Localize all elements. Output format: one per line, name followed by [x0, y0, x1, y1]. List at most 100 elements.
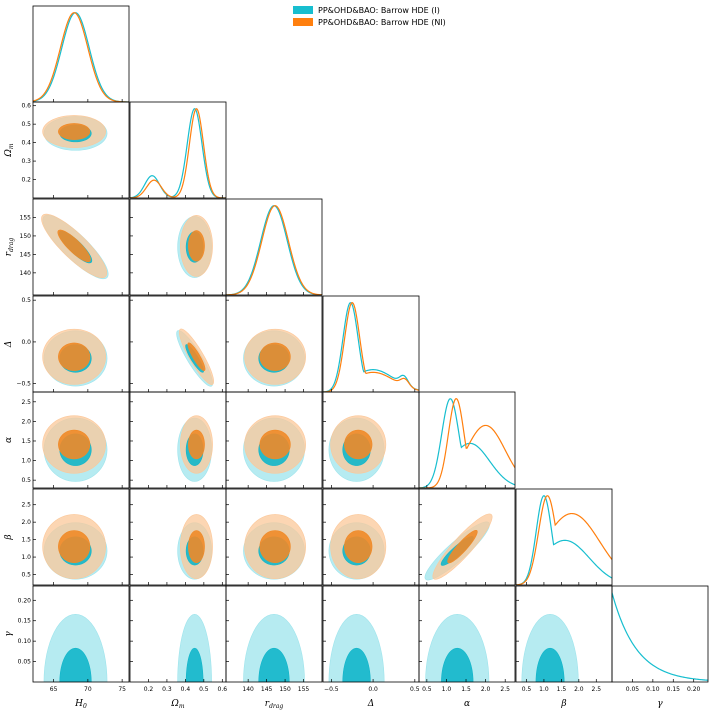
x-tick-label: 145 — [261, 686, 273, 693]
x-tick-label: 0.5 — [522, 686, 532, 693]
panel-H0-gamma: 65 70 75 0.05 0.10 0.15 0.20 — [18, 585, 130, 693]
legend: PP&OHD&BAO: Barrow HDE (I) PP&OHD&BAO: B… — [293, 6, 446, 27]
y-tick-label: 2.0 — [21, 418, 31, 425]
panel-rdrag-Delta — [225, 295, 323, 393]
x-axis-label-gamma: γ — [657, 699, 663, 709]
y-tick-label: 1.0 — [21, 458, 31, 465]
panel-content — [176, 328, 214, 387]
panel-content — [323, 302, 419, 392]
panel-frame — [611, 585, 709, 683]
marginal-curve-H0-series-2 — [33, 12, 129, 102]
panel-content — [42, 514, 108, 580]
x-tick-label: −0.5 — [324, 686, 339, 693]
panel-content — [328, 614, 385, 682]
panel-Delta-Delta — [322, 295, 420, 393]
panel-H0-Delta: −0.5 0.0 0.5 — [16, 295, 130, 393]
x-tick-label: 0.5 — [199, 686, 209, 693]
panel-Delta-beta — [322, 488, 420, 586]
panel-rdrag-beta — [225, 488, 323, 586]
x-tick-label: 0.5 — [422, 686, 432, 693]
marginal-curve-beta-series-1 — [516, 495, 612, 585]
panel-rdrag-alpha — [225, 391, 323, 489]
panel-frame — [225, 585, 323, 683]
x-tick-label: 0.6 — [218, 686, 228, 693]
panel-H0-rdrag: 140 145 150 155 — [20, 198, 130, 296]
panel-content — [243, 514, 306, 580]
y-tick-label: 1.0 — [21, 554, 31, 561]
contour-1sigma-series-2 — [187, 342, 206, 372]
x-tick-label: 0.10 — [646, 686, 660, 693]
x-tick-label: 0.4 — [181, 686, 191, 693]
contour-1sigma-series-1 — [185, 647, 204, 682]
x-tick-label: 140 — [242, 686, 254, 693]
y-tick-label: 0.4 — [21, 140, 31, 147]
y-tick-label: 1.5 — [21, 438, 31, 445]
panel-frame — [32, 488, 130, 586]
marginal-curve-Delta-series-2 — [323, 302, 419, 392]
panel-frame — [129, 101, 227, 199]
panel-content — [328, 514, 387, 580]
y-tick-label: 0.3 — [21, 158, 31, 165]
panel-content — [177, 514, 213, 580]
panel-Delta-alpha — [322, 391, 420, 489]
panel-alpha-gamma: 0.5 1.0 1.5 2.0 2.5 — [418, 585, 516, 693]
panel-content — [177, 614, 212, 682]
y-tick-label: 1.5 — [21, 537, 31, 544]
contour-1sigma-series-1 — [441, 647, 474, 682]
contour-1sigma-series-2 — [344, 530, 373, 563]
marginal-curve-beta-series-2 — [516, 495, 612, 585]
x-tick-label: 150 — [279, 686, 291, 693]
panel-gamma-gamma: 0.05 0.10 0.15 0.20 — [611, 585, 709, 693]
x-axis-label-Om: Ωm — [170, 699, 184, 710]
panel-frame — [225, 391, 323, 489]
x-tick-label: 0.15 — [667, 686, 681, 693]
x-axis-label-alpha: α — [464, 699, 470, 709]
contour-1sigma-series-1 — [535, 647, 565, 682]
x-tick-label: 0.05 — [626, 686, 640, 693]
y-tick-label: 0.5 — [21, 572, 31, 579]
panel-content — [424, 513, 493, 581]
panel-Om-alpha — [129, 391, 227, 489]
x-tick-label: 2.0 — [574, 686, 584, 693]
panel-content — [130, 107, 226, 198]
panel-content — [43, 614, 108, 682]
y-axis-label-gamma: γ — [4, 631, 14, 637]
contour-1sigma-series-2 — [259, 530, 291, 563]
y-tick-label: 0.6 — [21, 103, 31, 110]
marginal-curve-Om-series-2 — [130, 107, 226, 198]
panel-frame — [225, 488, 323, 586]
y-tick-label: 0.15 — [18, 618, 32, 625]
y-tick-label: −0.5 — [16, 381, 31, 388]
panel-beta-gamma: 0.5 1.0 1.5 2.0 2.5 — [515, 585, 613, 693]
y-axis-label-alpha: α — [4, 437, 14, 443]
panel-H0-H0 — [32, 5, 130, 103]
x-tick-label: 155 — [298, 686, 310, 693]
x-tick-label: 1.0 — [539, 686, 549, 693]
y-axis-label-Delta: Δ — [4, 341, 14, 349]
contour-1sigma-series-2 — [58, 342, 91, 371]
y-tick-label: 0.5 — [21, 121, 31, 128]
panel-frame — [418, 488, 516, 586]
panel-content — [243, 415, 306, 482]
x-tick-label: 0.0 — [368, 686, 378, 693]
x-tick-label: 75 — [118, 686, 126, 693]
panel-content — [516, 495, 612, 585]
panel-frame — [32, 585, 130, 683]
y-tick-label: 145 — [20, 251, 32, 258]
contour-1sigma-series-2 — [58, 530, 91, 563]
x-tick-label: 1.0 — [442, 686, 452, 693]
x-tick-label: 2.5 — [592, 686, 602, 693]
panel-content — [425, 614, 490, 682]
panel-frame — [418, 585, 516, 683]
panel-content — [243, 328, 306, 387]
panel-alpha-beta — [418, 488, 516, 586]
panel-content — [521, 614, 579, 682]
panel-H0-beta: 0.5 1.0 1.5 2.0 2.5 — [21, 488, 130, 586]
x-axis-label-Delta: Δ — [367, 699, 375, 709]
panel-Om-beta — [129, 488, 227, 586]
marginal-curve-Om-series-1 — [130, 108, 226, 198]
y-tick-label: 2.5 — [21, 502, 31, 509]
y-axis-label-beta: β — [4, 534, 14, 540]
y-tick-label: 140 — [20, 270, 32, 277]
panels-layer: 0.20.30.40.50.6140145150155−0.50.00.50.5… — [4, 5, 709, 710]
